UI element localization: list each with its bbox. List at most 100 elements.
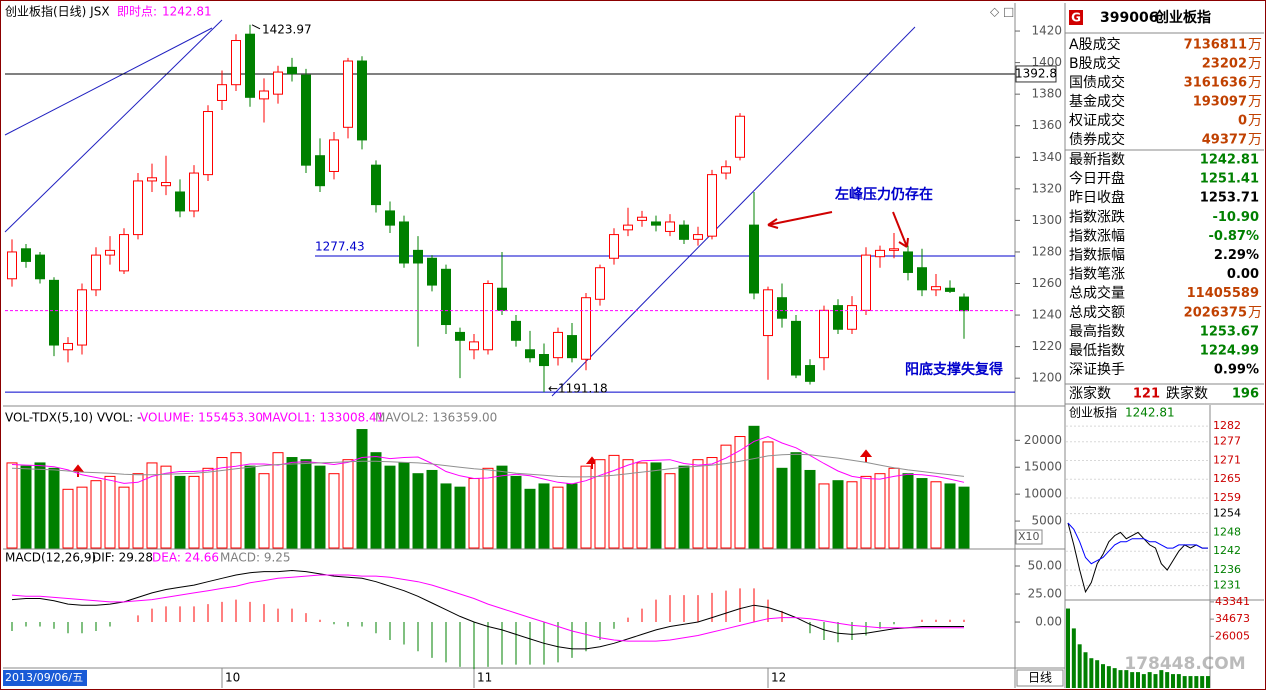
volume-bar xyxy=(818,483,830,549)
reference-label-box xyxy=(1015,65,1057,83)
volume-bar xyxy=(216,457,228,549)
mini-tick-label: 1259 xyxy=(1213,491,1241,504)
volume-bar xyxy=(496,465,508,549)
chart-title: 创业板指(日线) JSX xyxy=(5,4,110,19)
candle-body xyxy=(665,221,675,232)
y-tick-label: 1240 xyxy=(1031,308,1062,322)
mini-tick-label: 26005 xyxy=(1215,629,1250,642)
volume-bar xyxy=(328,473,340,549)
candle-body xyxy=(161,182,171,187)
mini-volume-bar xyxy=(1182,676,1187,688)
period[interactable]: 日线 xyxy=(1028,671,1052,685)
y-tick-label: 15000 xyxy=(1024,460,1062,474)
candle-body xyxy=(819,309,829,359)
volume-bar xyxy=(384,465,396,549)
volume-bar xyxy=(272,452,284,549)
quote-value: 0.00 xyxy=(1227,267,1259,282)
quote-label: 最高指数 xyxy=(1069,323,1125,340)
volume-bar xyxy=(202,467,214,549)
indicator-readout: DEA: 24.66 xyxy=(152,551,219,565)
annotation: 阳底支撑失复得 xyxy=(905,361,1003,378)
volume-bar xyxy=(314,465,326,549)
quote-label: 指数涨幅 xyxy=(1069,228,1125,244)
candle-body xyxy=(581,297,591,360)
candle-body xyxy=(637,216,647,221)
quote-label: 权证成交 xyxy=(1069,112,1125,129)
volume-bar xyxy=(916,478,928,549)
code-badge-box xyxy=(1069,10,1083,25)
y-tick-label: 1420 xyxy=(1031,24,1062,38)
mini-tick-label: 1248 xyxy=(1213,525,1241,538)
mini-volume-bar xyxy=(1200,676,1205,688)
candle-body xyxy=(357,60,367,141)
candle-body xyxy=(91,254,101,291)
volume-bar xyxy=(762,441,774,549)
candle-body xyxy=(287,66,297,75)
indicator-readout: MAVOL2: 136359.00 xyxy=(375,411,497,425)
volume-bar xyxy=(482,467,494,549)
mini-volume-bar xyxy=(1089,658,1094,688)
window-icon[interactable]: ◇ xyxy=(990,5,1000,19)
volume-bar xyxy=(230,452,242,549)
quote-label: 基金成交 xyxy=(1069,93,1125,110)
candle-body xyxy=(63,342,73,351)
candle-body xyxy=(679,224,689,240)
y-tick-label: 1260 xyxy=(1031,276,1062,290)
candle-body xyxy=(875,249,885,258)
quote-unit: 万 xyxy=(1248,113,1262,129)
candle-body xyxy=(749,224,759,294)
candle-body xyxy=(483,283,493,351)
quote-value: 7136811 xyxy=(1184,38,1247,53)
volume-bar xyxy=(748,425,760,549)
volume-bar xyxy=(104,475,116,549)
reference-label: 1392.8 xyxy=(1015,66,1057,80)
candle-body xyxy=(147,177,157,182)
window-icon[interactable]: □ xyxy=(1003,5,1014,19)
volume-bar xyxy=(188,475,200,549)
watermark: 178448.COM xyxy=(1124,654,1245,674)
indicator-readout: MAVOL1: 133008.41 xyxy=(262,411,384,425)
mini-volume-bar xyxy=(1194,676,1199,688)
period-box[interactable] xyxy=(1016,669,1064,687)
mini-tick-label: 1254 xyxy=(1213,507,1241,520)
quote-unit: 万 xyxy=(1248,132,1262,148)
volume-bar xyxy=(846,481,858,549)
moving-average xyxy=(11,435,965,485)
volume-bar xyxy=(426,469,438,549)
mini-volume-bar xyxy=(1083,652,1088,688)
volume-bar xyxy=(734,436,746,549)
candle-body xyxy=(455,331,465,341)
quote-label: B股成交 xyxy=(1069,55,1121,72)
candle-body xyxy=(371,164,381,206)
quote-value: 193097 xyxy=(1193,95,1247,110)
y-tick-label: 10000 xyxy=(1024,487,1062,501)
candle-body xyxy=(105,249,115,256)
y-tick-label: 1360 xyxy=(1031,118,1062,132)
live-value: 1242.81 xyxy=(162,5,212,19)
y-tick-label: 1320 xyxy=(1031,181,1062,195)
quote-label: 国债成交 xyxy=(1069,74,1125,91)
mini-volume-bar xyxy=(1153,674,1158,688)
volume-bar xyxy=(888,467,900,549)
volume-bar xyxy=(524,488,536,549)
x-tick-label: 10 xyxy=(225,671,240,685)
candle-body xyxy=(133,180,143,236)
mini-tick-label: 34673 xyxy=(1215,612,1250,625)
candle-body xyxy=(511,320,521,341)
indicator-readout: VOLUME: 155453.30 xyxy=(140,411,263,425)
quote-value: 1242.81 xyxy=(1200,153,1259,168)
x-tick-label: 11 xyxy=(477,671,492,685)
volume-bar xyxy=(622,459,634,549)
mini-volume-bar xyxy=(1101,664,1105,688)
breadth-value: 196 xyxy=(1232,387,1259,402)
low-label: 1191.18 xyxy=(558,382,608,396)
candle-body xyxy=(497,287,507,311)
volume-bar xyxy=(636,462,648,549)
y-tick-label: 1280 xyxy=(1031,244,1062,258)
unit-box xyxy=(1015,529,1043,545)
volume-bar xyxy=(552,486,564,549)
x-tick-label: 12 xyxy=(771,671,786,685)
trend-line xyxy=(4,27,213,136)
indicator-readout: DIF: 29.28 xyxy=(92,551,153,565)
y-tick-label: 1220 xyxy=(1031,339,1062,353)
